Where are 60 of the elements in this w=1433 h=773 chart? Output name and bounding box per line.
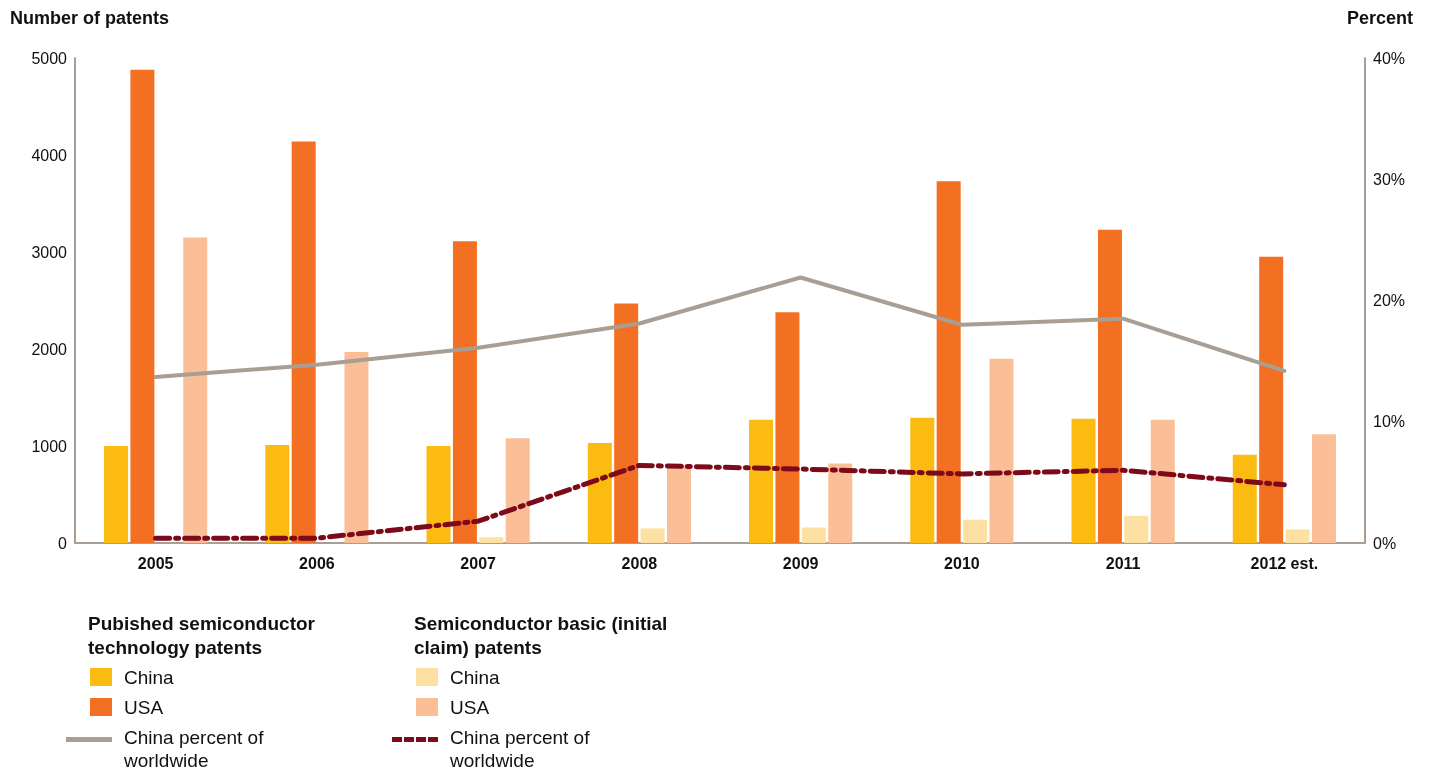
bar [910, 417, 935, 543]
x-tick-label: 2010 [944, 554, 980, 572]
text: Pubished semiconductor technology patents [88, 613, 315, 658]
bar [1124, 515, 1149, 543]
bar [1097, 229, 1122, 543]
bar [104, 446, 129, 543]
bar [666, 465, 691, 543]
x-tick-label: 2006 [299, 554, 335, 572]
line-series [153, 275, 1287, 379]
bar [1259, 256, 1284, 543]
legend-label: China percent of worldwide [450, 726, 591, 772]
bar [130, 69, 155, 543]
x-tick-label: 2011 [1105, 554, 1141, 572]
bar [1285, 529, 1310, 543]
bar [640, 528, 665, 543]
y2-tick-label: 40% [1373, 49, 1406, 67]
text: Semiconductor basic (initial claim) patents [414, 613, 668, 658]
bar [587, 443, 612, 543]
y-tick-label: 2000 [31, 340, 68, 358]
bar [452, 241, 477, 543]
y2-tick-label: 0% [1373, 534, 1397, 552]
y-tick-label: 5000 [31, 49, 68, 67]
x-tick-label: 2009 [782, 554, 819, 572]
bar [1311, 434, 1336, 543]
bar [749, 419, 774, 543]
y-axis-title: Number of patents [10, 8, 170, 29]
legend-label: USA [124, 696, 165, 719]
y2-tick-label: 20% [1373, 292, 1406, 309]
y2-tick-label: 10% [1373, 413, 1406, 431]
x-tick-label: 2007 [460, 554, 497, 572]
bar [801, 527, 826, 543]
x-tick-label: 2005 [137, 554, 174, 572]
legend-label: China [124, 666, 175, 689]
bar [1232, 454, 1257, 543]
x-tick-label: 2008 [621, 554, 658, 572]
y2-tick-label: 30% [1373, 170, 1406, 188]
bar [505, 438, 530, 543]
bar [291, 141, 316, 543]
legend-label: China [450, 666, 501, 689]
bar [1150, 419, 1175, 543]
bar [775, 312, 800, 543]
bar [963, 519, 988, 543]
bar [265, 445, 290, 543]
bar [1071, 418, 1096, 543]
bar [183, 237, 208, 543]
bar [479, 537, 504, 543]
x-tick-label: 2012 est. [1250, 554, 1319, 572]
y-tick-label: 3000 [31, 243, 68, 261]
y2-axis-title: Percent [1346, 8, 1413, 29]
bar [828, 463, 853, 543]
bar [614, 303, 639, 543]
bar [426, 446, 451, 543]
bar [344, 351, 369, 543]
bar [936, 181, 961, 543]
y-tick-label: 4000 [31, 146, 68, 164]
legend-label: USA [450, 696, 491, 719]
y-tick-label: 1000 [31, 437, 68, 455]
y-tick-label: 0 [58, 534, 68, 552]
legend-label: China percent of worldwide [124, 726, 265, 772]
bar [989, 358, 1014, 543]
